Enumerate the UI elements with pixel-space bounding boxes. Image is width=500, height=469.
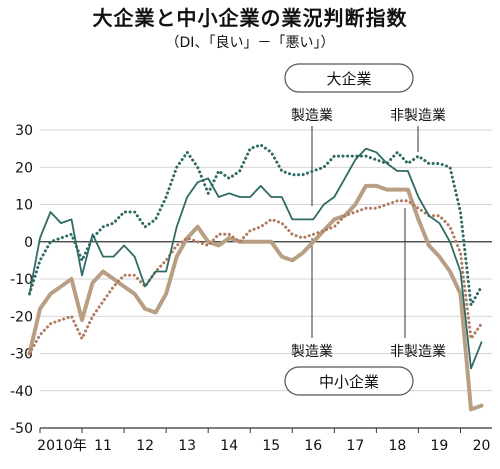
x-tick-label: 2010年 bbox=[37, 438, 87, 454]
x-tick-label: 13 bbox=[178, 438, 196, 454]
label-large-nonmanufacturing: 非製造業 bbox=[390, 108, 446, 124]
y-tick-label: -10 bbox=[10, 272, 33, 288]
y-tick-label: 20 bbox=[15, 160, 33, 176]
x-tick-label: 12 bbox=[136, 438, 154, 454]
y-tick-label: 30 bbox=[15, 123, 33, 139]
small-enterprise-label: 中小企業 bbox=[319, 373, 379, 391]
x-tick-labels: 2010年 11 12 13 14 15 16 17 18 19 20 bbox=[37, 427, 492, 454]
label-large-manufacturing: 製造業 bbox=[291, 108, 333, 124]
label-small-nonmanufacturing: 非製造業 bbox=[390, 344, 446, 360]
y-tick-label: -30 bbox=[10, 347, 33, 363]
y-gridlines bbox=[40, 129, 492, 429]
x-tick-label: 18 bbox=[388, 438, 406, 454]
x-tick-label: 19 bbox=[431, 438, 449, 454]
small-enterprise-box bbox=[284, 366, 414, 396]
annotations: 大企業 中小企業 製造業 非製造業 製造業 非製造業 bbox=[284, 63, 446, 396]
y-tick-label: 10 bbox=[15, 198, 33, 214]
y-tick-labels: 30 20 10 0 -10 -20 -30 -40 -50 bbox=[10, 123, 33, 437]
large-enterprise-box bbox=[284, 63, 414, 93]
y-tick-label: -50 bbox=[10, 421, 33, 437]
label-small-manufacturing: 製造業 bbox=[291, 344, 333, 360]
series-lines bbox=[27, 143, 484, 412]
x-tick-label: 15 bbox=[262, 438, 280, 454]
series-line-2 bbox=[27, 183, 484, 412]
y-tick-label: 0 bbox=[24, 235, 33, 251]
series-line-0 bbox=[28, 147, 483, 370]
chart-title: 大企業と中小企業の業況判断指数 bbox=[92, 6, 408, 30]
x-tick-label: 20 bbox=[473, 438, 491, 454]
y-tick-label: -40 bbox=[10, 384, 33, 400]
y-tick-label: -20 bbox=[10, 309, 33, 325]
series-line-1 bbox=[28, 143, 483, 307]
x-tick-label: 11 bbox=[94, 438, 112, 454]
x-tick-label: 16 bbox=[304, 438, 322, 454]
large-enterprise-label: 大企業 bbox=[326, 70, 371, 88]
x-tick-label: 17 bbox=[346, 438, 364, 454]
series-line-3 bbox=[28, 199, 483, 355]
x-tick-label: 14 bbox=[220, 438, 238, 454]
chart-subtitle: （DI、「良い」－「悪い」） bbox=[165, 35, 335, 51]
